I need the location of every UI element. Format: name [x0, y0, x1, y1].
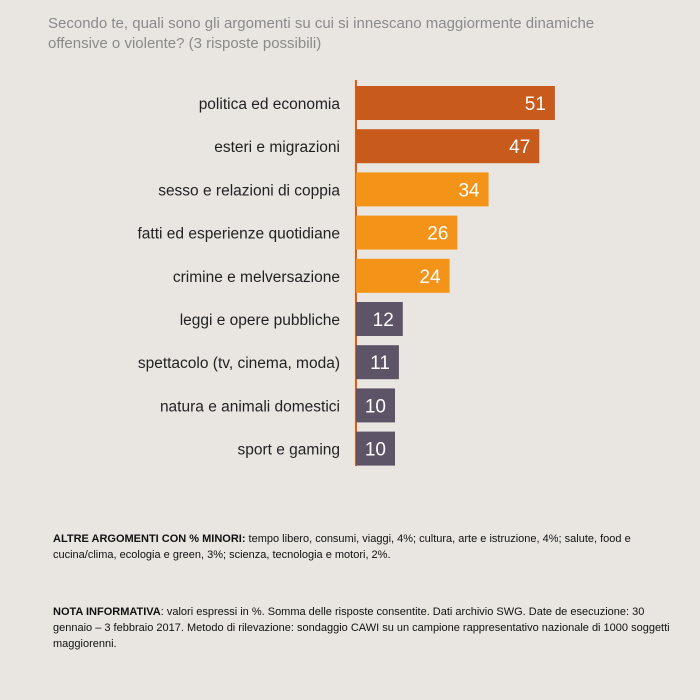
category-label: spettacolo (tv, cinema, moda) — [138, 355, 340, 372]
data-label: 24 — [419, 267, 441, 288]
chart-title: Secondo te, quali sono gli argomenti su … — [48, 14, 668, 54]
category-label: politica ed economia — [199, 96, 341, 113]
bar — [356, 302, 403, 336]
data-label: 10 — [365, 440, 386, 461]
category-label: esteri e migrazioni — [214, 139, 340, 156]
bar-chart: politica ed economia 51 esteri e migrazion… — [137, 80, 555, 466]
bar — [356, 345, 399, 380]
other-topics-text: tempo libero, consumi, viaggi, 4%; cultu… — [53, 533, 631, 561]
chart-title-line-1: Secondo te, quali sono gli argomenti su … — [48, 15, 595, 32]
chart-title-line-2: offensive o violente? (3 risposte possib… — [48, 35, 322, 52]
data-label: 11 — [370, 353, 390, 374]
data-label: 12 — [373, 310, 394, 331]
category-label: sesso e relazioni di coppia — [158, 182, 340, 199]
other-topics-label: ALTRE ARGOMENTI CON % MINORI: — [53, 533, 246, 545]
info-note-text: : valori espressi in %. Somma delle risp… — [53, 606, 670, 650]
category-label: fatti ed esperienze quotidiane — [137, 226, 340, 243]
bar — [356, 431, 395, 466]
data-label: 47 — [509, 137, 530, 158]
other-topics-note: ALTRE ARGOMENTI CON % MINORI: tempo libe… — [53, 531, 673, 563]
bar — [356, 388, 395, 423]
category-label: crimine e melversazione — [173, 269, 340, 286]
bar — [356, 258, 450, 293]
data-label: 10 — [365, 396, 386, 417]
bar — [356, 86, 555, 120]
info-note-label: NOTA INFORMATIVA — [53, 606, 161, 618]
category-label: leggi e opere pubbliche — [180, 312, 340, 329]
category-label: natura e animali domestici — [160, 398, 340, 415]
data-label: 34 — [458, 180, 480, 201]
bar — [356, 215, 458, 250]
bar — [356, 172, 489, 207]
category-label: sport e gaming — [237, 442, 340, 459]
info-note: NOTA INFORMATIVA: valori espressi in %. … — [53, 604, 673, 652]
data-label: 26 — [427, 224, 448, 245]
bar — [356, 129, 540, 164]
data-label: 51 — [525, 94, 546, 115]
